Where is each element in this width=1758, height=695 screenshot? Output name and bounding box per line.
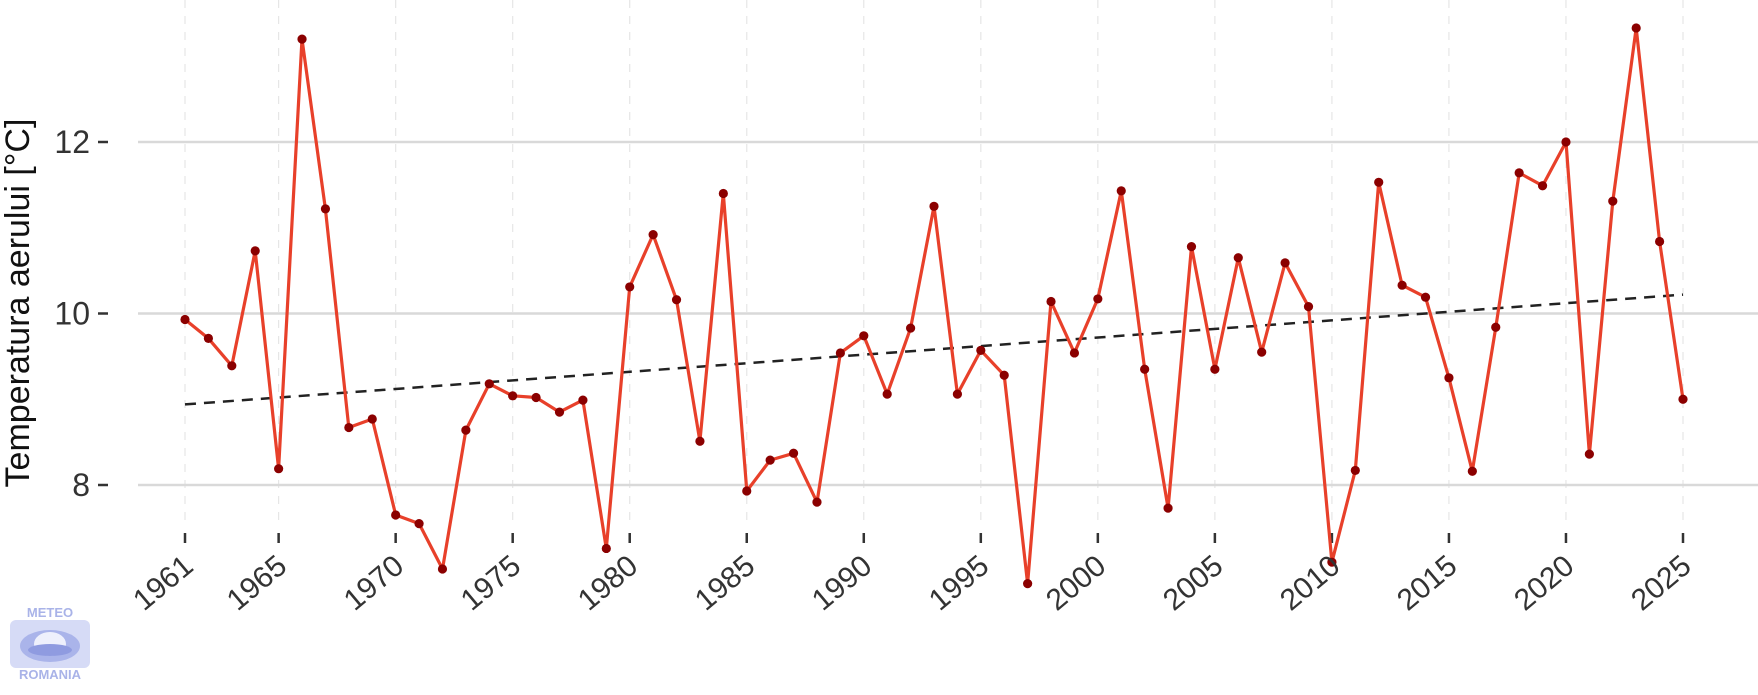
data-point xyxy=(695,436,705,446)
data-point xyxy=(250,246,260,256)
x-tick-label: 2025 xyxy=(1625,549,1697,617)
x-tick-label: 2020 xyxy=(1508,549,1580,617)
data-point xyxy=(414,518,424,529)
x-tick-label: 2000 xyxy=(1040,549,1112,617)
data-point xyxy=(367,414,377,424)
logo-emblem-icon xyxy=(10,620,90,668)
meteo-romania-logo: METEO ROMANIA xyxy=(4,606,96,695)
data-point xyxy=(976,345,986,355)
data-point xyxy=(788,448,799,458)
x-tick-label: 1970 xyxy=(338,549,410,617)
data-point xyxy=(1654,236,1665,247)
data-point xyxy=(461,425,471,435)
data-point xyxy=(1584,449,1594,459)
x-tick-label: 1995 xyxy=(923,549,995,617)
x-tick-label: 2015 xyxy=(1391,549,1463,617)
data-point xyxy=(1491,322,1501,332)
data-point xyxy=(999,370,1009,380)
y-tick-label: 10 xyxy=(54,296,90,332)
data-point xyxy=(601,543,611,554)
data-point xyxy=(1186,242,1197,252)
data-point xyxy=(1537,181,1548,191)
data-point xyxy=(508,391,518,401)
data-point xyxy=(1069,348,1080,358)
series-line xyxy=(183,26,1685,586)
data-point xyxy=(1327,557,1337,567)
data-point xyxy=(812,497,822,507)
data-point xyxy=(1467,466,1477,476)
data-point xyxy=(578,395,588,405)
data-point xyxy=(835,348,845,358)
data-point xyxy=(1350,465,1360,476)
data-point xyxy=(484,379,494,389)
data-point xyxy=(1678,394,1688,404)
tick-labels: 1961 1965 1970 1975 1980 1985 1990 1995 2000 2005… xyxy=(54,124,1697,617)
data-point xyxy=(274,464,284,474)
x-tick-label: 1980 xyxy=(572,549,644,617)
logo-top-text: METEO xyxy=(26,605,74,620)
data-point xyxy=(1608,196,1618,206)
x-tick-label: 2005 xyxy=(1157,549,1229,617)
data-point xyxy=(180,314,190,325)
data-point xyxy=(905,323,916,333)
data-point xyxy=(1046,296,1056,307)
x-tick-label: 1985 xyxy=(689,549,761,617)
axis-ticks xyxy=(98,140,1685,543)
data-point xyxy=(344,422,354,433)
data-point xyxy=(531,392,541,403)
grid-lines xyxy=(138,0,1758,525)
data-point xyxy=(1397,280,1407,290)
data-point xyxy=(625,282,635,292)
y-tick-label: 12 xyxy=(54,124,90,160)
data-point xyxy=(718,188,728,199)
data-point xyxy=(859,331,869,341)
trend-layer xyxy=(184,293,1684,406)
data-point xyxy=(320,204,331,214)
data-point xyxy=(297,34,307,44)
data-point xyxy=(882,389,892,399)
y-axis-label: Temperatura aerului [°C] xyxy=(0,119,37,488)
data-point xyxy=(1374,177,1384,187)
data-point xyxy=(1233,253,1243,263)
data-point xyxy=(648,230,658,240)
x-tick-label: 1975 xyxy=(455,549,527,617)
data-point xyxy=(929,201,939,211)
x-tick-label: 1961 xyxy=(127,549,199,617)
data-point xyxy=(1514,168,1524,178)
data-point xyxy=(1280,258,1290,268)
data-point xyxy=(765,455,775,465)
data-point xyxy=(671,295,682,305)
logo-bottom-text: ROMANIA xyxy=(18,667,82,682)
data-point xyxy=(203,333,214,343)
data-point xyxy=(1631,23,1641,33)
data-point xyxy=(1444,373,1454,383)
data-point xyxy=(1210,364,1220,374)
trend-line xyxy=(184,293,1684,406)
series-layer xyxy=(180,23,1688,589)
data-point xyxy=(1303,302,1314,312)
x-tick-label: 1965 xyxy=(221,549,293,617)
data-point xyxy=(1257,347,1267,357)
data-point xyxy=(1163,503,1173,513)
y-tick-label: 8 xyxy=(72,467,90,503)
x-tick-label: 2010 xyxy=(1274,549,1346,617)
data-point xyxy=(1093,294,1103,304)
data-point xyxy=(1420,292,1431,302)
data-point xyxy=(1561,137,1571,147)
data-point xyxy=(1140,364,1150,374)
data-point xyxy=(391,510,401,520)
x-tick-label: 1990 xyxy=(806,549,878,617)
data-point xyxy=(227,361,237,371)
data-point xyxy=(437,564,448,574)
data-point xyxy=(554,407,565,417)
data-point xyxy=(1116,186,1126,196)
data-point xyxy=(742,486,752,496)
data-point xyxy=(1023,579,1033,589)
data-point xyxy=(952,389,963,399)
